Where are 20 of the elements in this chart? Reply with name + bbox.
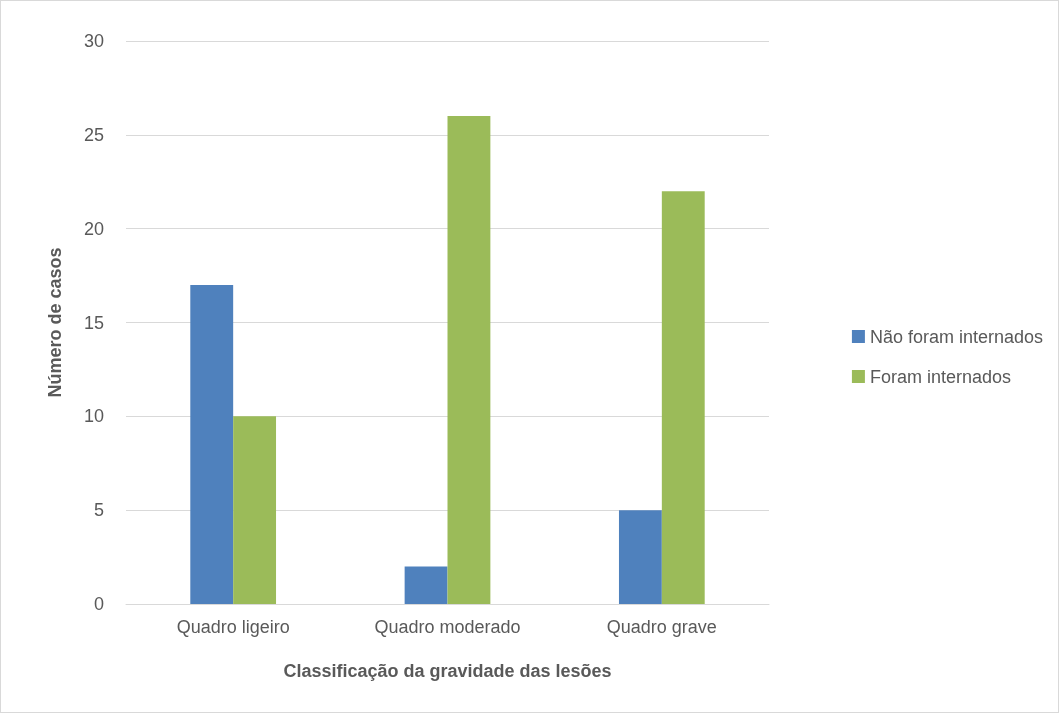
x-tick-label: Quadro moderado <box>374 617 521 637</box>
bar <box>618 510 662 604</box>
x-tick-label: Quadro grave <box>606 617 717 637</box>
y-tick-label: 5 <box>93 500 104 521</box>
bar <box>661 191 705 604</box>
y-tick-label: 25 <box>83 124 104 145</box>
y-tick-label: 30 <box>83 31 104 51</box>
legend-label: Foram internados <box>869 366 1011 387</box>
x-axis-title: Classificação da gravidade das lesões <box>283 661 612 681</box>
y-tick-label: 0 <box>93 594 104 614</box>
bar <box>190 284 234 604</box>
x-tick-label: Quadro ligeiro <box>176 617 290 637</box>
y-axis-title: Número de casos <box>45 247 65 398</box>
bar <box>404 566 448 604</box>
y-tick-label: 15 <box>83 312 104 333</box>
bar <box>447 116 491 604</box>
y-tick-label: 20 <box>83 218 104 239</box>
legend-label: Não foram internados <box>869 326 1043 347</box>
bar <box>233 416 277 604</box>
y-tick-label: 10 <box>83 406 104 427</box>
